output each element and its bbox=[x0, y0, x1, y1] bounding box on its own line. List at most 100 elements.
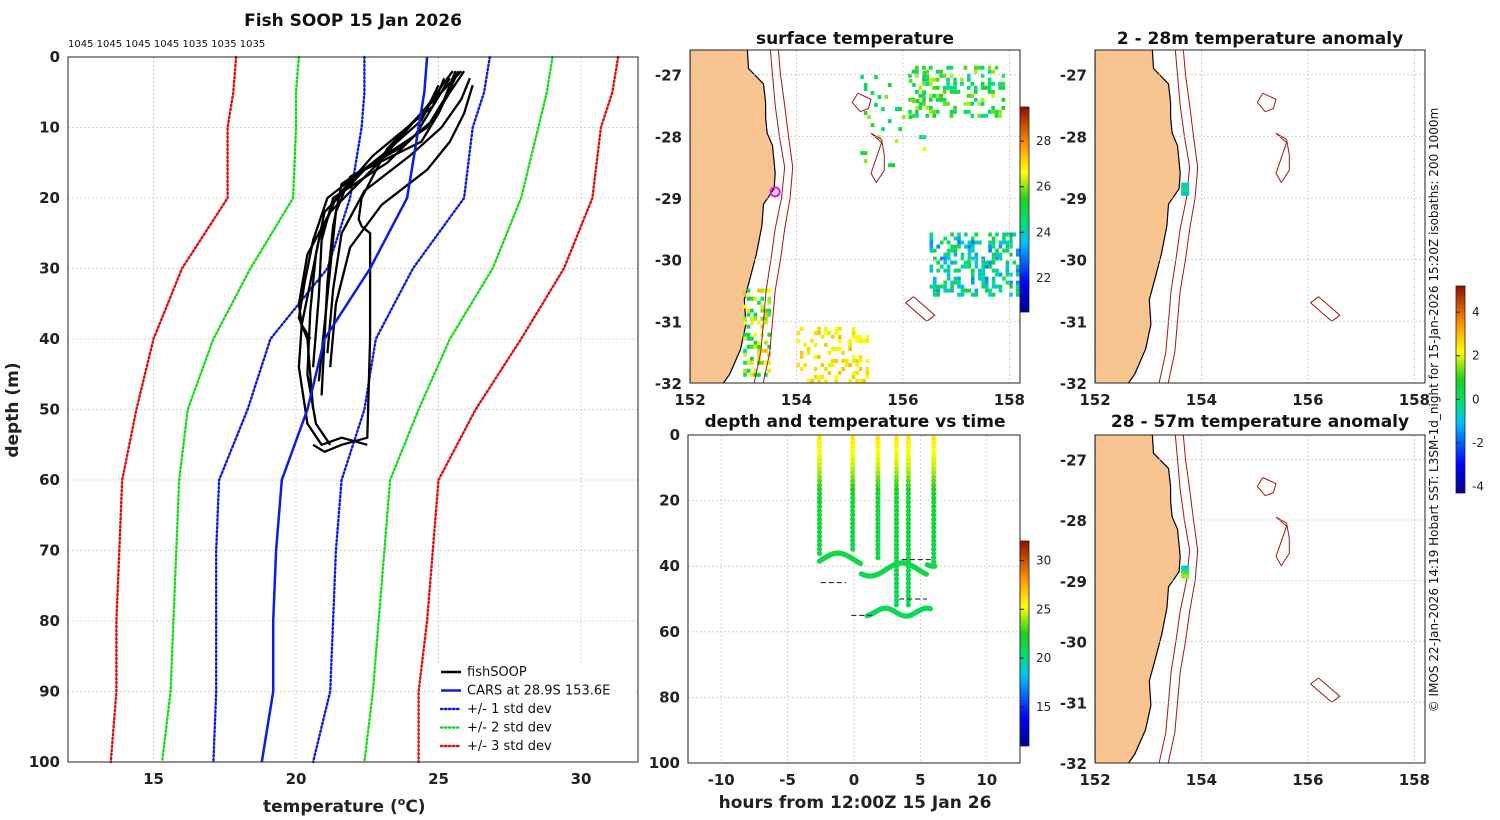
sst-pixel bbox=[943, 252, 947, 257]
sst-pixel bbox=[942, 101, 947, 106]
depth-time-point bbox=[893, 602, 900, 608]
y-tick-label: 80 bbox=[39, 612, 60, 630]
depth-time-point bbox=[931, 529, 937, 535]
depth-time-point bbox=[816, 503, 823, 510]
sst-pixel bbox=[750, 344, 754, 349]
sst-colorbar bbox=[1019, 106, 1030, 313]
depth-time-point bbox=[893, 435, 900, 441]
sst-pixel bbox=[865, 358, 870, 363]
depth-time-point bbox=[875, 486, 881, 492]
y-tick-label: 20 bbox=[39, 189, 60, 207]
anomaly-pixel bbox=[1181, 565, 1190, 570]
sst-pixel bbox=[1009, 240, 1013, 245]
depth-time-point bbox=[893, 465, 900, 471]
std-3-lower-line bbox=[109, 55, 238, 764]
sst-pixel bbox=[936, 244, 940, 249]
depth-time-point bbox=[931, 516, 937, 522]
std-dev-lines bbox=[109, 55, 620, 764]
depth-time-point bbox=[816, 444, 823, 450]
sst-pixel bbox=[757, 344, 761, 349]
depth-time-point bbox=[905, 474, 912, 480]
anomaly-pixel bbox=[1181, 182, 1190, 187]
std-1-lower-line bbox=[212, 55, 366, 764]
depth-time-point bbox=[931, 469, 937, 475]
isobath-200m bbox=[753, 50, 786, 383]
sst-pixel bbox=[1009, 292, 1013, 297]
sst-pixel bbox=[998, 256, 1003, 261]
sst-pixel bbox=[964, 232, 968, 237]
sst-colorbar-label: 24 bbox=[1036, 225, 1051, 239]
sst-pixel bbox=[831, 358, 835, 363]
depth-time-point bbox=[893, 533, 900, 540]
sst-pixel bbox=[1005, 280, 1010, 285]
sst-pixel bbox=[943, 284, 947, 289]
cast-line bbox=[297, 70, 454, 340]
sst-pixel bbox=[851, 375, 856, 379]
sst-pixel bbox=[919, 135, 923, 140]
sst-pixel bbox=[834, 358, 839, 363]
lon-tick-label: 156 bbox=[1292, 771, 1323, 789]
sst-pixel bbox=[817, 379, 821, 383]
sst-pixel bbox=[877, 135, 882, 140]
depth-time-point bbox=[931, 482, 937, 488]
sst-pixel bbox=[991, 69, 995, 74]
anomaly-deep-y-ticks: -27 -28 -29 -30 -31 -32 bbox=[1060, 451, 1087, 773]
depth-time-point bbox=[893, 576, 900, 582]
sst-colorbar-label: 28 bbox=[1036, 134, 1051, 148]
sst-pixel bbox=[929, 236, 934, 241]
sst-pixel bbox=[987, 65, 992, 70]
sst-pixel bbox=[981, 280, 985, 285]
legend-label: CARS at 28.9S 153.6E bbox=[467, 684, 610, 699]
depth-time-y-ticks: 0 20 40 60 80 100 bbox=[649, 426, 680, 772]
sst-pixel bbox=[929, 81, 933, 86]
sst-pixel bbox=[922, 81, 926, 86]
depth-time-point bbox=[905, 516, 912, 522]
sst-pixel bbox=[851, 371, 856, 375]
sst-pixel bbox=[988, 240, 992, 245]
depth-time-point bbox=[905, 439, 912, 446]
sst-pixel bbox=[877, 95, 882, 99]
land-mass bbox=[1095, 50, 1181, 383]
sst-pixel bbox=[855, 379, 859, 383]
sst-pixel bbox=[813, 375, 818, 379]
sst-pixel bbox=[953, 280, 958, 285]
sst-pixel bbox=[925, 69, 930, 74]
depth-time-point bbox=[850, 508, 856, 514]
lon-tick-label: 154 bbox=[781, 391, 812, 409]
depth-time-point bbox=[816, 461, 823, 467]
depth-time-point bbox=[905, 572, 912, 578]
sst-pixel bbox=[901, 115, 906, 120]
sst-map: surface temperature 152 154 156 158 -27-28-… bbox=[655, 29, 1051, 409]
depth-time-point bbox=[905, 538, 912, 544]
sst-pixel bbox=[939, 69, 943, 74]
depth-time-point bbox=[893, 478, 900, 484]
sst-pixel bbox=[939, 264, 944, 269]
anomaly-colorbar-label: -4 bbox=[1472, 479, 1484, 493]
sst-pixel bbox=[991, 236, 996, 241]
sst-pixel bbox=[746, 368, 751, 373]
sst-pixel bbox=[957, 284, 961, 289]
sst-pixel bbox=[995, 268, 999, 273]
anomaly-pixel bbox=[1181, 191, 1190, 196]
sst-pixel bbox=[950, 260, 954, 265]
sst-pixel bbox=[933, 276, 937, 281]
sst-pixel bbox=[953, 85, 957, 90]
legend-label: fishSOOP bbox=[467, 665, 527, 680]
sst-pixel bbox=[813, 330, 818, 335]
sst-pixel bbox=[936, 284, 940, 289]
sst-pixel bbox=[971, 280, 975, 285]
seamount-isobath bbox=[1256, 477, 1277, 497]
hour-tick-label: -10 bbox=[708, 771, 735, 789]
depth-time-point bbox=[875, 521, 881, 527]
depth-time-point bbox=[816, 435, 823, 441]
sst-pixel bbox=[998, 272, 1003, 277]
hour-tick-label: -5 bbox=[779, 771, 796, 789]
sst-pixel bbox=[970, 93, 975, 98]
sst-pixel bbox=[831, 363, 835, 367]
anomaly-deep-marker bbox=[1181, 565, 1190, 579]
sst-pixel bbox=[888, 83, 892, 87]
depth-time-point bbox=[875, 508, 881, 514]
sst-pixel bbox=[767, 308, 771, 313]
profile-plot: Fish SOOP 15 Jan 2026 1045 1045 1045 104… bbox=[3, 11, 639, 817]
depth-time-point bbox=[850, 542, 856, 548]
